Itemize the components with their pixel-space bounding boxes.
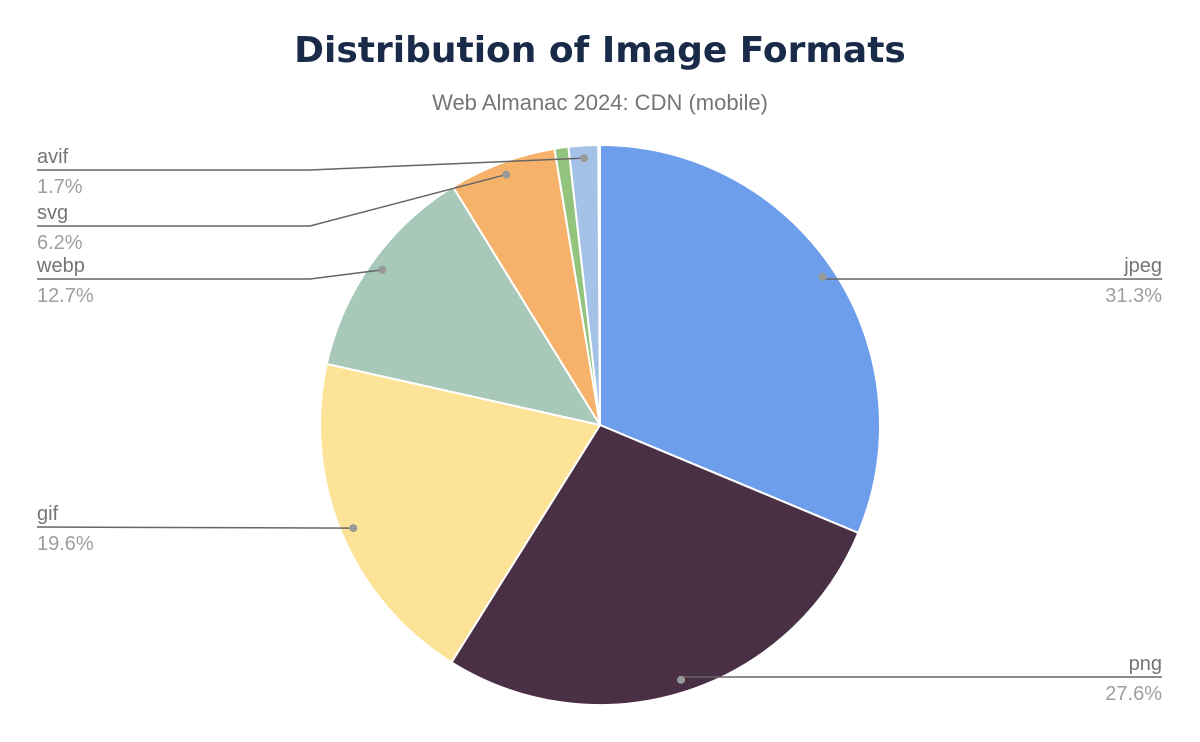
leader-dot-png [677, 675, 686, 684]
pie-slice-gif [319, 362, 602, 664]
leader-dot-gif [349, 524, 358, 533]
slice-label-jpeg: jpeg [1123, 255, 1162, 277]
slice-label-gif: gif [37, 503, 59, 525]
leader-line-gif [36, 526, 354, 529]
leader-line-svg [37, 173, 507, 227]
slice-percent-gif: 19.6% [37, 533, 94, 555]
pie-slice-webp [325, 185, 603, 427]
leader-line-jpeg [822, 276, 1162, 280]
leader-dot-jpeg [818, 272, 827, 281]
slice-percent-jpeg: 31.3% [1105, 285, 1162, 307]
pie-slice-png [450, 423, 860, 706]
slice-percent-png: 27.6% [1105, 683, 1162, 705]
leader-dot-svg [502, 170, 511, 179]
slice-percent-webp: 12.7% [37, 285, 94, 307]
leader-line-png [680, 676, 1162, 681]
slice-label-webp: webp [36, 255, 85, 277]
slice-percent-svg: 6.2% [37, 232, 83, 254]
pie-slice-jpeg [599, 143, 881, 535]
leader-line-avif [37, 157, 585, 171]
pie-slice-avif [567, 143, 601, 426]
slice-label-avif: avif [37, 146, 69, 168]
chart-subtitle: Web Almanac 2024: CDN (mobile) [432, 90, 768, 115]
leader-line-webp [37, 269, 383, 280]
slice-percent-avif: 1.7% [37, 176, 83, 198]
chart-title: Distribution of Image Formats [294, 30, 906, 71]
leader-dot-webp [378, 265, 387, 274]
leader-dot-avif [580, 154, 589, 163]
slice-label-svg: svg [37, 202, 68, 224]
slice-label-png: png [1129, 653, 1162, 675]
